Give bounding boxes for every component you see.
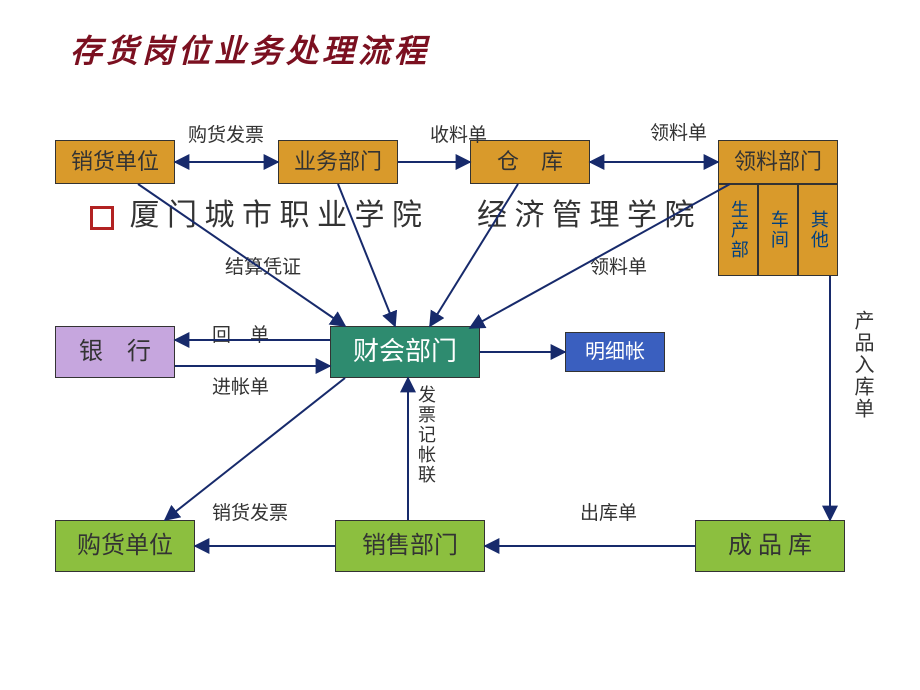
label-l-buy-invoice: 购货发票 [188,120,264,147]
vlabel-l-ruku: 产品入库单 [848,310,877,420]
vlabel-l-fapiao: 发票记帐联 [413,385,439,485]
label-l-sell-invoice: 销货发票 [212,498,288,525]
label-l-settle: 结算凭证 [225,252,301,279]
node-req_dept: 领料部门 [718,140,838,184]
node-biz_dept: 业务部门 [278,140,398,184]
node-warehouse: 仓 库 [470,140,590,184]
subtitle-part2: 经 济 管 理 学 院 [477,199,695,232]
label-l-receipt: 收料单 [430,120,487,147]
node-sub_other: 其他 [798,184,838,276]
label-l-out: 出库单 [580,498,637,525]
label-l-req1: 领料单 [650,118,707,145]
subtitle: 厦 门 城 市 职 业 学 院 经 济 管 理 学 院 [90,190,695,234]
node-bank: 银 行 [55,326,175,378]
label-l-return: 回 单 [212,320,269,347]
node-sub_prod: 生产部 [718,184,758,276]
page-title: 存货岗位业务处理流程 [70,26,430,72]
label-l-req2: 领料单 [590,252,647,279]
subtitle-part1: 厦 门 城 市 职 业 学 院 [130,199,423,232]
node-finance: 财会部门 [330,326,480,378]
label-l-deposit: 进帐单 [212,372,269,399]
node-sales_dept: 销售部门 [335,520,485,572]
bullet-icon [90,206,114,230]
node-finished: 成 品 库 [695,520,845,572]
node-sub_shop: 车间 [758,184,798,276]
node-buy_unit: 购货单位 [55,520,195,572]
node-sell_unit: 销货单位 [55,140,175,184]
node-ledger: 明细帐 [565,332,665,372]
